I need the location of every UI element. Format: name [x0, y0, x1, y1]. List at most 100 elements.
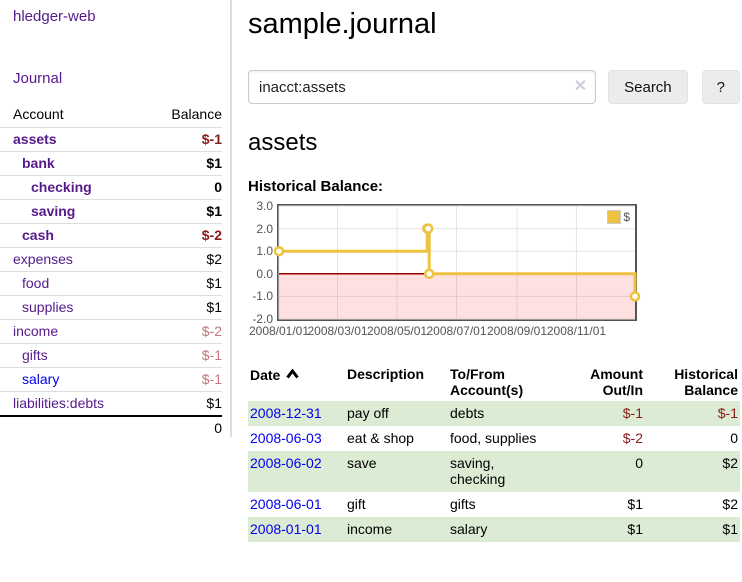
account-balance: $-1 — [149, 127, 222, 152]
sidebar-item-journal[interactable]: Journal — [13, 70, 63, 87]
transaction-balance: 0 — [730, 430, 738, 446]
y-axis-tick-label: 0.0 — [256, 266, 273, 281]
search-form: ✕ Search ? — [248, 70, 740, 104]
account-balance: $1 — [149, 151, 222, 176]
amount-column-header: Amount Out/In — [590, 366, 643, 398]
register-header-row: Date Description To/From Account(s) Amou… — [248, 364, 740, 401]
account-row: checking 0 — [0, 175, 222, 200]
transaction-date-link[interactable]: 2008-12-31 — [250, 405, 322, 421]
search-input[interactable] — [248, 70, 597, 104]
transaction-description: gift — [347, 496, 366, 512]
transaction-description: income — [345, 517, 448, 542]
account-row: food $1 — [0, 271, 222, 296]
account-link[interactable]: cash — [22, 227, 54, 243]
transaction-date-cell: 2008-01-01 — [248, 517, 345, 542]
transaction-date-cell: 2008-06-02 — [248, 451, 345, 492]
account-link[interactable]: bank — [22, 155, 55, 171]
transaction-date-cell: 2008-06-01 — [248, 492, 345, 517]
account-name-cell: bank — [0, 151, 150, 176]
chart-plot-area: $ — [273, 204, 641, 321]
clear-search-icon[interactable]: ✕ — [573, 78, 588, 95]
account-balance: $2 — [149, 247, 222, 272]
transaction-balance: $2 — [722, 496, 738, 512]
account-balance: $-2 — [149, 223, 222, 248]
balance-column-header-main: Historical Balance — [674, 366, 738, 398]
account-name-cell: food — [0, 271, 150, 296]
register-row: 2008-06-01 gift gifts $1 $2 — [248, 492, 740, 517]
account-link[interactable]: food — [22, 275, 50, 291]
chart-canvas — [273, 205, 641, 320]
account-row: cash $-2 — [0, 223, 222, 248]
accounts-total-row: 0 — [0, 415, 222, 440]
account-name-cell: salary — [0, 367, 150, 392]
account-link[interactable]: income — [13, 323, 59, 339]
account-link[interactable]: gifts — [22, 347, 48, 363]
account-balance: $1 — [149, 271, 222, 296]
account-link[interactable]: liabilities:debts — [13, 395, 105, 411]
account-link[interactable]: checking — [31, 179, 92, 195]
transaction-amount: 0 — [570, 451, 645, 492]
account-row: salary $-1 — [0, 367, 222, 392]
transaction-description: pay off — [345, 401, 448, 426]
account-row: supplies $1 — [0, 295, 222, 320]
account-column-header: Account — [13, 106, 64, 122]
account-row: gifts $-1 — [0, 343, 222, 368]
transaction-date-link[interactable]: 2008-06-03 — [250, 430, 322, 446]
transaction-amount: $-2 — [622, 430, 643, 446]
transaction-balance: $1 — [645, 517, 740, 542]
x-axis-tick-label: 2008/01/01 — [248, 324, 310, 338]
transaction-accounts: salary — [448, 517, 570, 542]
transaction-date-link[interactable]: 2008-06-02 — [250, 455, 322, 471]
transaction-date-cell: 2008-12-31 — [248, 401, 345, 426]
account-name-cell: checking — [0, 175, 150, 200]
register-table: Date Description To/From Account(s) Amou… — [248, 364, 740, 542]
transaction-description: save — [345, 451, 448, 492]
transaction-balance: $2 — [645, 451, 740, 492]
historical-balance-chart: $ 3.0 2.0 1.0 0.0 -1.0 -2.0 2008/01/01 2008/03/… — [248, 199, 740, 342]
account-name-cell: expenses — [0, 247, 150, 272]
date-column-header[interactable]: Date — [248, 364, 345, 401]
date-header-label: Date — [250, 367, 281, 383]
transaction-accounts: gifts — [450, 496, 476, 512]
app-brand-link[interactable]: hledger-web — [13, 8, 96, 25]
y-axis-tick-label: -1.0 — [252, 289, 273, 304]
account-row: liabilities:debts $1 — [0, 391, 222, 416]
account-row: saving $1 — [0, 199, 222, 224]
y-axis-tick-label: 1.0 — [256, 244, 273, 259]
help-button[interactable]: ? — [701, 70, 740, 104]
transaction-date-link[interactable]: 2008-01-01 — [250, 521, 322, 537]
description-column-header: Description — [347, 366, 425, 382]
accounts-table: Account Balance assets $-1 bank $1 checking 0… — [0, 102, 222, 440]
account-row: income $-2 — [0, 319, 222, 344]
account-link[interactable]: supplies — [22, 299, 74, 315]
account-heading: assets — [248, 129, 318, 156]
transaction-accounts: saving, checking — [448, 451, 570, 492]
account-link[interactable]: saving — [31, 203, 76, 219]
transaction-accounts: food, supplies — [450, 430, 537, 446]
chart-title: Historical Balance: — [248, 178, 384, 195]
sidebar: hledger-web Journal Account Balance asse… — [0, 0, 232, 440]
account-balance: $-2 — [149, 319, 222, 344]
account-name-cell: saving — [0, 199, 150, 224]
account-name-cell: gifts — [0, 343, 150, 368]
transaction-amount: $-1 — [570, 401, 645, 426]
transaction-amount: $1 — [570, 517, 645, 542]
chart-legend: $ — [605, 209, 632, 225]
account-link[interactable]: assets — [13, 131, 57, 147]
transaction-date-link[interactable]: 2008-06-01 — [250, 496, 322, 512]
account-balance: $-1 — [149, 343, 222, 368]
account-name-cell: income — [0, 319, 150, 344]
legend-swatch — [607, 210, 622, 224]
y-axis-tick-label: -2.0 — [252, 312, 273, 326]
main-content: sample.journal ✕ Search ? assets Histori… — [248, 0, 740, 542]
transaction-accounts: debts — [448, 401, 570, 426]
account-row: bank $1 — [0, 151, 222, 176]
register-row: 2008-01-01 income salary $1 $1 — [248, 517, 740, 542]
account-balance: $1 — [149, 391, 222, 416]
account-link[interactable]: expenses — [13, 251, 73, 267]
account-link[interactable]: salary — [22, 371, 60, 387]
account-row: assets $-1 — [0, 127, 222, 152]
search-button[interactable]: Search — [608, 70, 688, 104]
transaction-amount: $1 — [627, 496, 643, 512]
register-row: 2008-06-02 save saving, checking 0 $2 — [248, 451, 740, 492]
